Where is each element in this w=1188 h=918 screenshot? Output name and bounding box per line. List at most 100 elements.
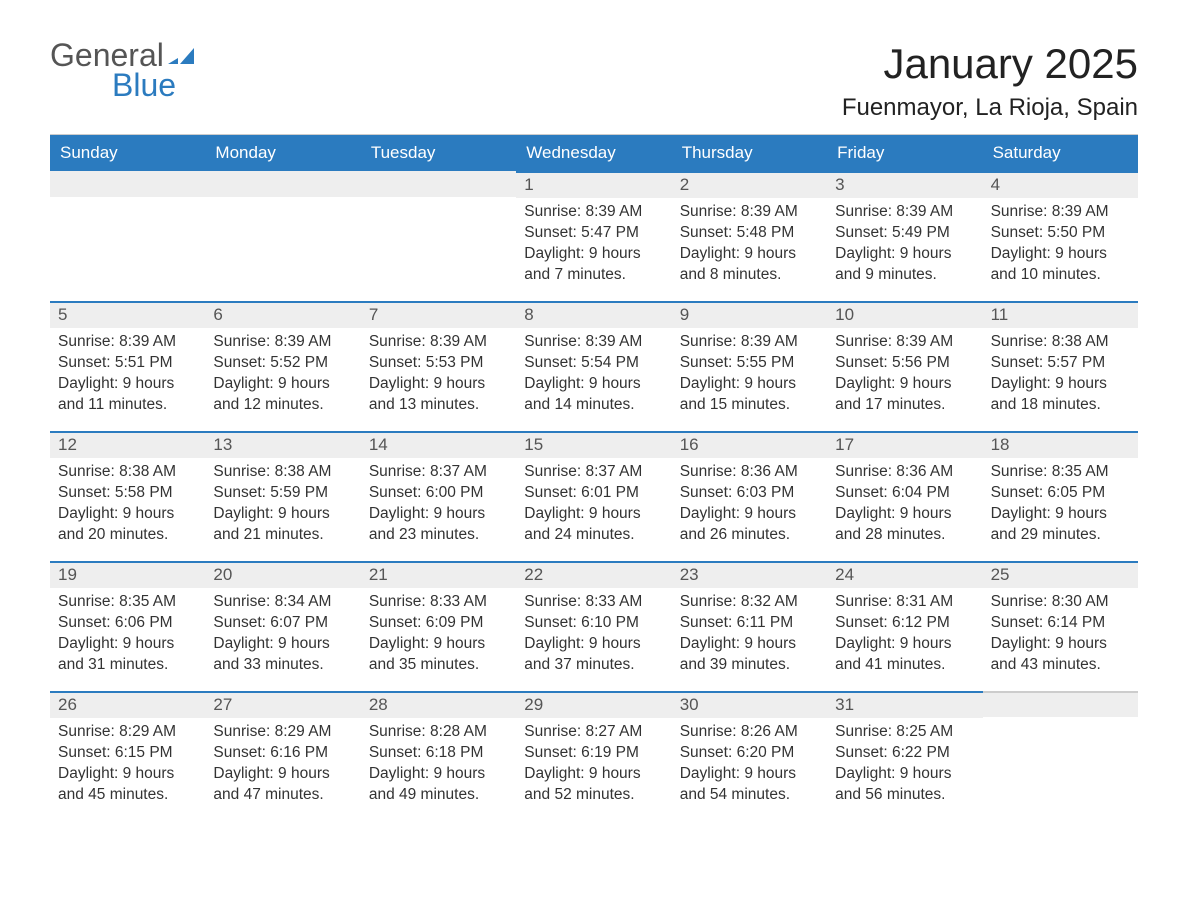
sunrise-line: Sunrise: 8:39 AM — [991, 202, 1130, 223]
sunrise-line: Sunrise: 8:27 AM — [524, 722, 663, 743]
sunrise-line: Sunrise: 8:32 AM — [680, 592, 819, 613]
day-cell: 13Sunrise: 8:38 AMSunset: 5:59 PMDayligh… — [205, 431, 360, 561]
sunrise-line: Sunrise: 8:39 AM — [524, 202, 663, 223]
daylight-line: Daylight: 9 hours and 39 minutes. — [680, 634, 819, 676]
sunrise-line: Sunrise: 8:38 AM — [213, 462, 352, 483]
sunset-line: Sunset: 6:04 PM — [835, 483, 974, 504]
sunrise-line: Sunrise: 8:38 AM — [991, 332, 1130, 353]
day-content: Sunrise: 8:35 AMSunset: 6:06 PMDaylight:… — [50, 588, 205, 686]
sunrise-line: Sunrise: 8:38 AM — [58, 462, 197, 483]
day-content: Sunrise: 8:29 AMSunset: 6:15 PMDaylight:… — [50, 718, 205, 816]
sunset-line: Sunset: 5:55 PM — [680, 353, 819, 374]
sunrise-line: Sunrise: 8:39 AM — [369, 332, 508, 353]
daylight-line: Daylight: 9 hours and 18 minutes. — [991, 374, 1130, 416]
daylight-line: Daylight: 9 hours and 9 minutes. — [835, 244, 974, 286]
day-number: 27 — [205, 691, 360, 718]
sunrise-line: Sunrise: 8:29 AM — [58, 722, 197, 743]
daylight-line: Daylight: 9 hours and 13 minutes. — [369, 374, 508, 416]
day-cell: 1Sunrise: 8:39 AMSunset: 5:47 PMDaylight… — [516, 171, 671, 301]
day-number: 26 — [50, 691, 205, 718]
day-content: Sunrise: 8:39 AMSunset: 5:50 PMDaylight:… — [983, 198, 1138, 296]
sunrise-line: Sunrise: 8:33 AM — [369, 592, 508, 613]
daylight-line: Daylight: 9 hours and 49 minutes. — [369, 764, 508, 806]
sunset-line: Sunset: 6:00 PM — [369, 483, 508, 504]
sunset-line: Sunset: 5:56 PM — [835, 353, 974, 374]
day-content: Sunrise: 8:38 AMSunset: 5:57 PMDaylight:… — [983, 328, 1138, 426]
calendar-grid: SundayMondayTuesdayWednesdayThursdayFrid… — [50, 134, 1138, 821]
day-content: Sunrise: 8:30 AMSunset: 6:14 PMDaylight:… — [983, 588, 1138, 686]
day-content: Sunrise: 8:39 AMSunset: 5:54 PMDaylight:… — [516, 328, 671, 426]
day-content: Sunrise: 8:39 AMSunset: 5:49 PMDaylight:… — [827, 198, 982, 296]
day-content: Sunrise: 8:33 AMSunset: 6:10 PMDaylight:… — [516, 588, 671, 686]
daylight-line: Daylight: 9 hours and 26 minutes. — [680, 504, 819, 546]
logo-word1: General — [50, 40, 164, 70]
day-cell: 18Sunrise: 8:35 AMSunset: 6:05 PMDayligh… — [983, 431, 1138, 561]
day-cell: 6Sunrise: 8:39 AMSunset: 5:52 PMDaylight… — [205, 301, 360, 431]
day-cell: 4Sunrise: 8:39 AMSunset: 5:50 PMDaylight… — [983, 171, 1138, 301]
day-cell: 29Sunrise: 8:27 AMSunset: 6:19 PMDayligh… — [516, 691, 671, 821]
day-of-week-header: Sunday — [50, 135, 205, 171]
month-title: January 2025 — [842, 40, 1138, 88]
day-cell: 24Sunrise: 8:31 AMSunset: 6:12 PMDayligh… — [827, 561, 982, 691]
day-content: Sunrise: 8:39 AMSunset: 5:56 PMDaylight:… — [827, 328, 982, 426]
daylight-line: Daylight: 9 hours and 45 minutes. — [58, 764, 197, 806]
day-number: 2 — [672, 171, 827, 198]
daylight-line: Daylight: 9 hours and 14 minutes. — [524, 374, 663, 416]
daylight-line: Daylight: 9 hours and 8 minutes. — [680, 244, 819, 286]
sunset-line: Sunset: 5:58 PM — [58, 483, 197, 504]
day-cell: 10Sunrise: 8:39 AMSunset: 5:56 PMDayligh… — [827, 301, 982, 431]
day-number: 23 — [672, 561, 827, 588]
day-content: Sunrise: 8:38 AMSunset: 5:58 PMDaylight:… — [50, 458, 205, 556]
day-cell: 25Sunrise: 8:30 AMSunset: 6:14 PMDayligh… — [983, 561, 1138, 691]
sunset-line: Sunset: 5:57 PM — [991, 353, 1130, 374]
sunset-line: Sunset: 6:14 PM — [991, 613, 1130, 634]
day-content: Sunrise: 8:29 AMSunset: 6:16 PMDaylight:… — [205, 718, 360, 816]
day-cell: 17Sunrise: 8:36 AMSunset: 6:04 PMDayligh… — [827, 431, 982, 561]
sunrise-line: Sunrise: 8:39 AM — [524, 332, 663, 353]
day-number: 3 — [827, 171, 982, 198]
sunset-line: Sunset: 6:10 PM — [524, 613, 663, 634]
sunrise-line: Sunrise: 8:39 AM — [680, 202, 819, 223]
sunrise-line: Sunrise: 8:31 AM — [835, 592, 974, 613]
daylight-line: Daylight: 9 hours and 52 minutes. — [524, 764, 663, 806]
day-number: 22 — [516, 561, 671, 588]
daylight-line: Daylight: 9 hours and 12 minutes. — [213, 374, 352, 416]
day-of-week-header: Monday — [205, 135, 360, 171]
day-number: 21 — [361, 561, 516, 588]
day-number: 7 — [361, 301, 516, 328]
day-content: Sunrise: 8:35 AMSunset: 6:05 PMDaylight:… — [983, 458, 1138, 556]
sunrise-line: Sunrise: 8:39 AM — [680, 332, 819, 353]
day-number: 25 — [983, 561, 1138, 588]
daylight-line: Daylight: 9 hours and 11 minutes. — [58, 374, 197, 416]
daylight-line: Daylight: 9 hours and 20 minutes. — [58, 504, 197, 546]
day-number: 30 — [672, 691, 827, 718]
day-cell: 12Sunrise: 8:38 AMSunset: 5:58 PMDayligh… — [50, 431, 205, 561]
daylight-line: Daylight: 9 hours and 23 minutes. — [369, 504, 508, 546]
day-number: 10 — [827, 301, 982, 328]
daylight-line: Daylight: 9 hours and 10 minutes. — [991, 244, 1130, 286]
day-of-week-header: Thursday — [672, 135, 827, 171]
title-block: January 2025 Fuenmayor, La Rioja, Spain — [842, 40, 1138, 122]
day-content: Sunrise: 8:39 AMSunset: 5:52 PMDaylight:… — [205, 328, 360, 426]
day-of-week-header: Friday — [827, 135, 982, 171]
day-content: Sunrise: 8:36 AMSunset: 6:04 PMDaylight:… — [827, 458, 982, 556]
logo-mark-icon — [168, 40, 196, 70]
day-number: 8 — [516, 301, 671, 328]
sunrise-line: Sunrise: 8:37 AM — [369, 462, 508, 483]
day-content: Sunrise: 8:25 AMSunset: 6:22 PMDaylight:… — [827, 718, 982, 816]
day-number: 13 — [205, 431, 360, 458]
day-content: Sunrise: 8:33 AMSunset: 6:09 PMDaylight:… — [361, 588, 516, 686]
sunset-line: Sunset: 6:12 PM — [835, 613, 974, 634]
sunrise-line: Sunrise: 8:36 AM — [680, 462, 819, 483]
daylight-line: Daylight: 9 hours and 24 minutes. — [524, 504, 663, 546]
sunset-line: Sunset: 6:11 PM — [680, 613, 819, 634]
sunset-line: Sunset: 5:50 PM — [991, 223, 1130, 244]
sunset-line: Sunset: 6:03 PM — [680, 483, 819, 504]
day-cell: 7Sunrise: 8:39 AMSunset: 5:53 PMDaylight… — [361, 301, 516, 431]
daylight-line: Daylight: 9 hours and 29 minutes. — [991, 504, 1130, 546]
day-content: Sunrise: 8:39 AMSunset: 5:55 PMDaylight:… — [672, 328, 827, 426]
day-content: Sunrise: 8:34 AMSunset: 6:07 PMDaylight:… — [205, 588, 360, 686]
day-number: 9 — [672, 301, 827, 328]
sunset-line: Sunset: 5:54 PM — [524, 353, 663, 374]
day-content: Sunrise: 8:26 AMSunset: 6:20 PMDaylight:… — [672, 718, 827, 816]
